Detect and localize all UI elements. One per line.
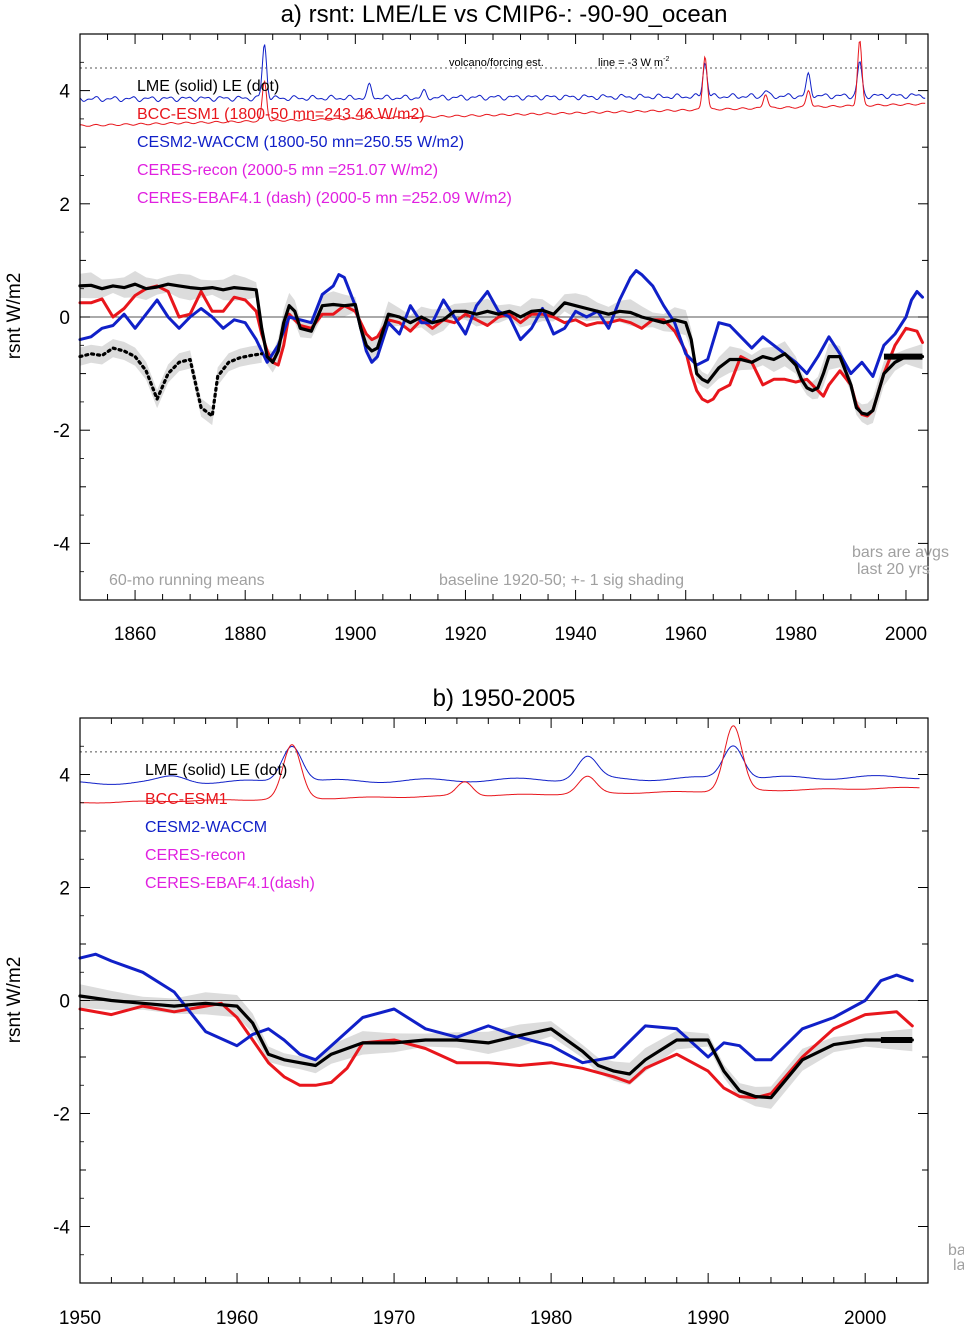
legend-cesm2-waccm: CESM2-WACCM — [145, 819, 267, 836]
panel-a: a) rsnt: LME/LE vs CMIP6-: -90-90_ocean … — [4, 1, 949, 645]
y-tick-label: 0 — [59, 992, 70, 1013]
y-tick-label: 2 — [59, 879, 70, 900]
legend-bcc-esm1: BCC-ESM1 — [145, 791, 228, 808]
panel-b-shading — [80, 984, 913, 1109]
annotation-bars-line2: last 20 yrs — [857, 561, 930, 578]
series-bcc-esm1 — [78, 284, 924, 418]
y-tick-label: -2 — [53, 421, 70, 442]
x-tick-label: 2000 — [885, 624, 927, 645]
legend-bcc-esm1: BCC-ESM1 (1800-50 mn=243.46 W/m2) — [137, 106, 425, 123]
x-tick-label: 1980 — [530, 1308, 572, 1325]
panel-b: b) 1950-2005 rsnt W/m2 -4 -2 0 2 4 1950 1960 19… — [4, 685, 964, 1325]
x-tick-label: 1980 — [775, 624, 817, 645]
sigma-shading-lme — [80, 271, 923, 426]
y-tick-label: 0 — [59, 308, 70, 329]
panel-a-ylabel: rsnt W/m2 — [4, 273, 25, 360]
panel-a-legend: LME (solid) LE (dot) BCC-ESM1 (1800-50 m… — [137, 78, 512, 207]
panel-a-shading — [80, 271, 923, 426]
x-tick-label: 1920 — [444, 624, 486, 645]
annotation-volcano-line: line = -3 W m-2 — [598, 56, 669, 69]
panel-a-annotations: volcano/forcing est. line = -3 W m-2 60-… — [109, 56, 949, 589]
annotation-volcano: volcano/forcing est. — [449, 57, 544, 69]
panel-b-legend: LME (solid) LE (dot) BCC-ESM1 CESM2-WACC… — [145, 762, 315, 892]
y-tick-label: -4 — [53, 1218, 70, 1239]
annotation-baseline: baseline 1920-50; +- 1 sig shading — [439, 572, 684, 589]
annotation-bars-line1: bars are avgs — [852, 544, 949, 561]
x-tick-label: 1860 — [114, 624, 156, 645]
legend-lme-le: LME (solid) LE (dot) — [137, 78, 279, 95]
series-lme — [78, 282, 925, 416]
legend-cesm2-waccm: CESM2-WACCM (1800-50 mn=250.55 W/m2) — [137, 134, 464, 151]
annotation-running-means: 60-mo running means — [109, 572, 265, 589]
y-tick-label: -4 — [53, 534, 70, 555]
series-lme — [78, 994, 914, 1100]
panel-b-annotations: ba la — [948, 1242, 964, 1274]
panel-a-axes: -4 -2 0 2 4 1860 1880 1900 1920 1940 1960 1980 2000 — [53, 33, 929, 645]
forcing-curve-cesm2-waccm — [79, 745, 920, 785]
panel-b-axes: -4 -2 0 2 4 1950 1960 1970 1980 1990 2000 — [53, 717, 929, 1325]
panel-b-series — [78, 952, 914, 1100]
legend-lme-le: LME (solid) LE (dot) — [145, 762, 287, 779]
annotation-volcano-line-exponent: -2 — [663, 56, 669, 63]
forcing-curve-cesm2-waccm — [79, 44, 926, 103]
x-tick-label: 1900 — [334, 624, 376, 645]
legend-ceres-recon: CERES-recon (2000-5 mn =251.07 W/m2) — [137, 162, 438, 179]
y-tick-label: 2 — [59, 195, 70, 216]
y-tick-label: 4 — [59, 766, 70, 787]
panel-b-reference-lines — [79, 725, 928, 1001]
x-tick-label: 1990 — [687, 1308, 729, 1325]
legend-ceres-recon: CERES-recon — [145, 847, 245, 864]
x-tick-label: 1950 — [59, 1308, 101, 1325]
annotation-bars-line2: la — [953, 1257, 964, 1274]
legend-ceres-ebaf: CERES-EBAF4.1(dash) — [145, 875, 315, 892]
series-cesm2-waccm — [78, 952, 914, 1065]
x-tick-label: 2000 — [844, 1308, 886, 1325]
x-tick-label: 1960 — [665, 624, 707, 645]
sigma-shading-lme — [80, 984, 913, 1109]
panel-b-ylabel: rsnt W/m2 — [4, 957, 25, 1044]
panel-b-title: b) 1950-2005 — [433, 685, 576, 712]
sigma-shading-le — [80, 339, 262, 426]
legend-ceres-ebaf: CERES-EBAF4.1 (dash) (2000-5 mn =252.09 … — [137, 190, 512, 207]
x-tick-label: 1960 — [216, 1308, 258, 1325]
panel-a-series — [78, 269, 925, 418]
annotation-volcano-line-text: line = -3 W m — [598, 57, 663, 69]
x-tick-label: 1880 — [224, 624, 266, 645]
annotation-bars-line1: ba — [948, 1242, 964, 1259]
y-tick-label: 4 — [59, 82, 70, 103]
x-tick-label: 1970 — [373, 1308, 415, 1325]
forcing-curve-bcc-esm1 — [80, 725, 920, 804]
series-le — [78, 346, 264, 418]
x-tick-label: 1940 — [554, 624, 596, 645]
y-tick-label: -2 — [53, 1105, 70, 1126]
forcing-curve-bcc-esm1 — [79, 40, 926, 127]
panel-a-title: a) rsnt: LME/LE vs CMIP6-: -90-90_ocean — [281, 1, 728, 28]
